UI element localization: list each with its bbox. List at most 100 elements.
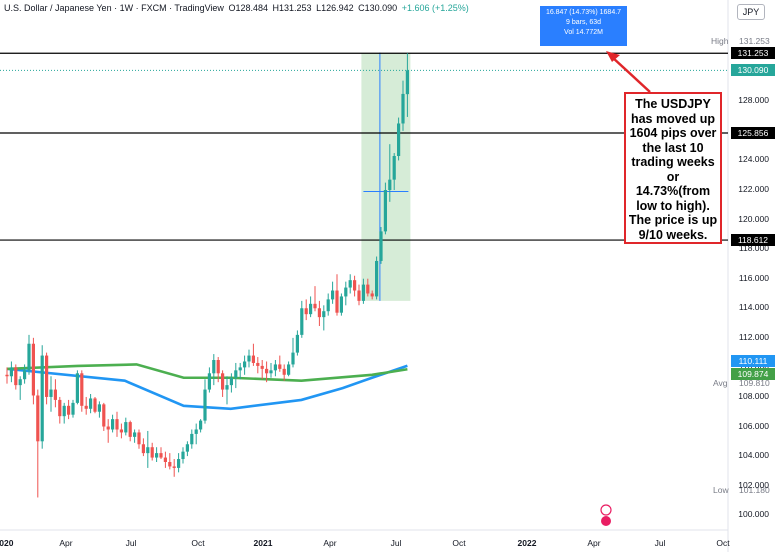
candle-body	[207, 373, 211, 390]
candle-body	[260, 365, 264, 369]
x-tick-label: Oct	[716, 538, 730, 548]
candle-body	[370, 293, 374, 297]
candle-body	[221, 373, 225, 390]
candle-body	[313, 303, 317, 309]
candle-body	[304, 308, 308, 315]
candle-body	[278, 364, 282, 369]
candle-body	[150, 447, 154, 458]
candle-body	[269, 370, 273, 374]
candle-body	[5, 374, 9, 377]
candle-body	[119, 429, 123, 433]
x-tick-label: Jul	[125, 538, 137, 548]
candle-body	[177, 459, 181, 468]
flag-icon	[601, 516, 611, 526]
high-value-label: 131.253	[739, 36, 770, 46]
candle-body	[229, 377, 233, 386]
candle-body	[357, 290, 361, 301]
candle-body	[97, 404, 101, 412]
candle-body	[322, 311, 326, 318]
candle-body	[401, 93, 405, 124]
candle-body	[133, 432, 137, 437]
candle-body	[185, 444, 189, 452]
y-tick-label: 118.000	[738, 243, 769, 254]
candle-body	[199, 420, 203, 430]
candle-body	[203, 389, 207, 421]
candle-body	[251, 355, 255, 363]
close-value: C130.090	[358, 3, 398, 13]
symbol-title[interactable]: U.S. Dollar / Japanese Yen · 1W · FXCM ·…	[4, 3, 224, 13]
candle-body	[159, 453, 163, 458]
price-tag: 125.856	[731, 126, 775, 139]
candle-body	[9, 367, 13, 377]
low-label: Low	[713, 485, 729, 495]
moving-average-line	[6, 363, 408, 382]
high-label: High	[711, 36, 729, 46]
candle-body	[168, 462, 172, 467]
candle-body	[238, 367, 242, 371]
annotation-line: trading weeks	[631, 155, 715, 169]
annotation-arrowhead	[606, 51, 620, 62]
annotation-line: or	[666, 169, 680, 184]
measure-line-3: Vol 14.772M	[564, 29, 603, 36]
candle-body	[361, 284, 365, 301]
candle-body	[335, 290, 339, 313]
moving-average-line	[6, 364, 408, 411]
annotation-line: The price is up	[628, 213, 718, 227]
candle-body	[128, 422, 132, 437]
candle-body	[40, 355, 44, 442]
x-tick-label: Jul	[390, 538, 402, 548]
candle-body	[23, 370, 27, 380]
price-tag: 131.253	[731, 47, 775, 60]
y-tick-label: 114.000	[738, 302, 769, 313]
price-tag: 130.090	[731, 64, 775, 77]
candle-body	[67, 405, 71, 415]
candle-body	[75, 373, 79, 403]
candle-body	[300, 308, 304, 335]
measure-tooltip: 16.847 (14.73%) 1684.7 9 bars, 63d Vol 1…	[540, 6, 627, 46]
candle-body	[194, 429, 198, 434]
candle-body	[181, 451, 185, 460]
candle-body	[163, 457, 167, 462]
candle-body	[102, 404, 106, 427]
annotation-arrow-line	[611, 56, 651, 93]
annotation-box[interactable]: The USDJPY has moved up 1604 pips over the …	[624, 92, 722, 244]
candle-body	[27, 343, 31, 371]
low-value-label: 101.180	[739, 485, 770, 495]
annotation-line: the last 10	[642, 140, 704, 155]
candle-body	[212, 360, 216, 374]
x-tick-label: 2022	[517, 538, 537, 548]
y-tick-label: 104.000	[738, 450, 769, 461]
candle-body	[80, 373, 84, 406]
candle-body	[331, 290, 335, 300]
candle-body	[326, 299, 330, 312]
candle-body	[31, 343, 35, 396]
candle-body	[375, 260, 379, 297]
y-tick-label: 116.000	[738, 272, 769, 283]
y-tick-label: 102.000	[738, 479, 769, 490]
x-tick-label: Apr	[323, 538, 337, 548]
low-value: L126.942	[316, 3, 354, 13]
candle-body	[93, 398, 97, 412]
event-icon	[600, 504, 612, 516]
candle-body	[344, 287, 348, 297]
x-tick-label: Apr	[587, 538, 601, 548]
candle-body	[14, 367, 18, 386]
y-tick-label: 122.000	[738, 184, 769, 194]
candle-body	[291, 352, 295, 365]
annotation-line: 1604 pips over	[629, 126, 717, 140]
y-tick-label: 100.000	[738, 509, 769, 520]
currency-button[interactable]: JPY	[737, 4, 765, 20]
price-tag: 110.111	[731, 354, 775, 367]
candle-body	[124, 422, 128, 433]
change-value: +1.606 (+1.25%)	[401, 3, 469, 13]
x-tick-label: 2021	[253, 538, 273, 548]
candle-body	[190, 433, 194, 445]
candle-body	[247, 355, 251, 362]
candle-body	[348, 280, 352, 288]
x-tick-label: Oct	[452, 538, 466, 548]
annotation-line: 9/10 weeks.	[638, 227, 708, 242]
candle-body	[137, 432, 141, 445]
y-tick-label: 128.000	[738, 95, 769, 106]
annotation-line: has moved up	[630, 111, 716, 126]
